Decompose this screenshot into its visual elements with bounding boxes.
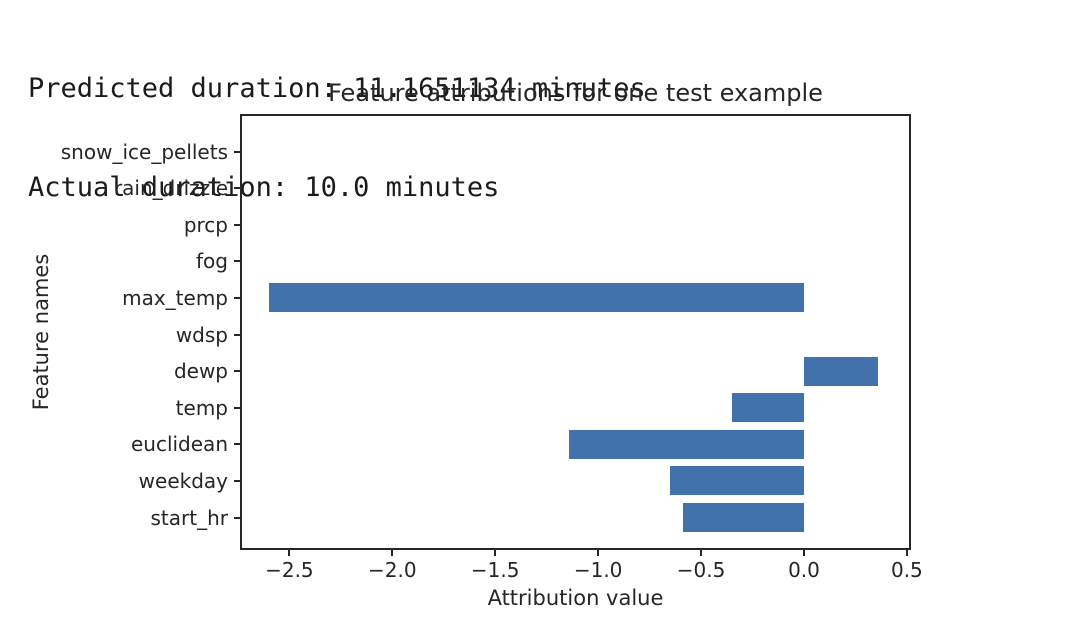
x-tick-mark <box>597 550 600 556</box>
x-tick-mark <box>700 550 703 556</box>
x-tick-label: −0.5 <box>676 558 726 582</box>
x-tick-mark <box>494 550 497 556</box>
y-tick-mark <box>234 479 240 482</box>
y-tick-mark <box>234 516 240 519</box>
y-tick-label: temp <box>175 395 228 420</box>
y-tick-label: max_temp <box>122 285 228 310</box>
y-tick-label: weekday <box>138 468 228 493</box>
attribution-bar <box>803 356 879 386</box>
x-tick-mark <box>802 550 805 556</box>
x-tick-label: −1.0 <box>573 558 623 582</box>
y-tick-label: snow_ice_pellets <box>60 139 228 164</box>
predicted-duration-text: Predicted duration: 11.1651134 minutes <box>28 73 646 104</box>
y-tick-label: wdsp <box>175 322 228 347</box>
y-tick-mark <box>234 406 240 409</box>
x-tick-label: −2.5 <box>265 558 314 582</box>
y-tick-mark <box>234 223 240 226</box>
y-tick-mark <box>234 296 240 299</box>
y-tick-mark <box>234 260 240 263</box>
y-tick-label: euclidean <box>130 432 228 457</box>
y-tick-label: prcp <box>183 212 228 237</box>
x-tick-label: 0.5 <box>890 558 923 582</box>
chart-title: Feature attributions for one test exampl… <box>328 79 823 107</box>
x-axis-label: Attribution value <box>487 586 664 610</box>
y-tick-mark <box>234 370 240 373</box>
y-tick-mark <box>234 150 240 153</box>
prediction-summary: Predicted duration: 11.1651134 minutes A… <box>28 6 646 270</box>
x-tick-label: 0.0 <box>788 558 820 582</box>
y-tick-mark <box>234 443 240 446</box>
attribution-bar <box>569 429 804 459</box>
y-tick-mark <box>234 187 240 190</box>
y-tick-label: fog <box>196 249 228 274</box>
attribution-bar <box>682 503 804 532</box>
actual-duration-text: Actual duration: 10.0 minutes <box>28 172 500 203</box>
attribution-bar <box>268 283 804 313</box>
x-tick-mark <box>288 550 291 556</box>
attribution-bar <box>731 393 804 423</box>
x-tick-mark <box>391 550 394 556</box>
x-tick-label: −2.0 <box>368 558 417 582</box>
x-tick-label: −1.5 <box>470 558 520 582</box>
attribution-bar <box>670 466 804 496</box>
y-tick-mark <box>234 333 240 336</box>
y-tick-label: start_hr <box>150 505 228 530</box>
y-tick-label: rain_drizzle <box>113 176 228 201</box>
x-tick-mark <box>905 550 908 556</box>
plot-area <box>240 114 911 550</box>
y-tick-label: dewp <box>173 359 228 384</box>
